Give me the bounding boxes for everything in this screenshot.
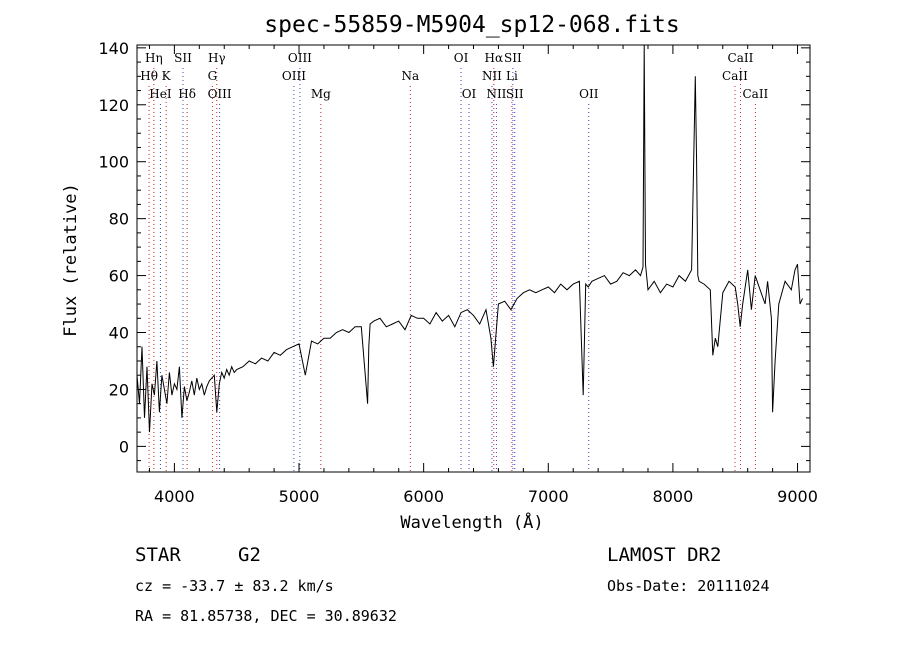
y-tick-label: 120 [98,96,129,115]
plot-frame [136,44,811,473]
line-label-h-delta: Hδ [178,87,196,101]
object-subclass: G2 [238,544,261,566]
line-label-oiii-c: OIII [282,69,306,83]
object-class: STAR [135,544,181,566]
line-label-oii: OII [579,87,599,101]
redshift-cz: cz = -33.7 ± 83.2 km/s [135,577,334,595]
line-label-caii-a: CaII [728,51,754,65]
spectral-line-markers [148,68,756,472]
line-label-ca-k: K [162,69,172,83]
chart-title: spec-55859-M5904_sp12-068.fits [264,12,679,38]
line-label-nii-b: NII [486,87,506,101]
y-tick-label: 60 [109,267,129,286]
line-label-h-gamma: Hγ [208,51,226,65]
line-label-sii-c: SII [506,87,524,101]
x-axis-label: Wavelength (Å) [400,511,543,533]
spectrum-line [136,44,803,433]
line-label-mg: Mg [311,87,331,101]
line-label-oiii-a: OIII [208,87,232,101]
line-label-oi-b: OI [462,87,477,101]
y-tick-label: 20 [109,380,129,399]
x-tick-label: 7000 [528,487,569,506]
y-tick-label: 100 [98,153,129,172]
line-label-sii-a: SII [174,51,192,65]
line-label-oiii-b: OIII [288,51,312,65]
line-label-caii-b: CaII [722,69,748,83]
line-label-h-alpha: Hα [485,51,504,65]
line-label-g-band: G [208,69,218,83]
y-axis: 0 20 40 60 80 100 120 140 [98,39,810,462]
x-tick-label: 4000 [154,487,195,506]
line-label-sii-b: SII [504,51,522,65]
line-label-caii-c: CaII [742,87,768,101]
x-tick-label: 6000 [403,487,444,506]
y-axis-label: Flux (relative) [61,183,81,337]
coordinates: RA = 81.85738, DEC = 30.89632 [135,607,397,625]
x-tick-label: 5000 [279,487,320,506]
line-label-h-eta: Hη [145,51,163,65]
line-label-h-theta: Hθ [140,69,158,83]
y-tick-label: 0 [119,437,129,456]
y-tick-label: 40 [109,324,129,343]
obs-date: Obs-Date: 20111024 [607,577,770,595]
line-label-oi-a: OI [454,51,469,65]
line-label-nii-a: NII [482,69,502,83]
x-tick-label: 8000 [653,487,694,506]
x-tick-label: 9000 [777,487,818,506]
y-tick-label: 140 [98,39,129,58]
survey-name: LAMOST DR2 [607,544,721,566]
y-tick-label: 80 [109,210,129,229]
line-label-hei-a: HeI [149,87,172,101]
line-label-na: Na [401,69,419,83]
line-label-li: Li [506,69,518,83]
x-axis: 4000 5000 6000 7000 8000 9000 [148,45,818,506]
